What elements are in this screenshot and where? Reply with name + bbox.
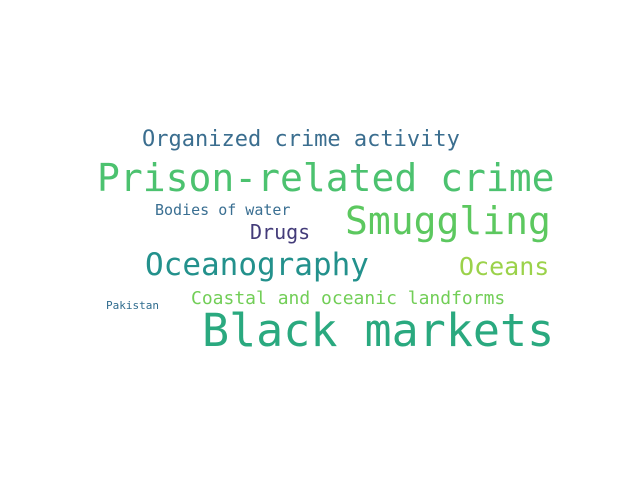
word-drugs: Drugs (250, 220, 311, 244)
word-pakistan: Pakistan (106, 299, 159, 312)
word-oceans: Oceans (459, 252, 550, 281)
word-prison-related-crime: Prison-related crime (97, 156, 555, 200)
word-coastal-and-oceanic-landforms: Coastal and oceanic landforms (191, 288, 506, 309)
word-smuggling: Smuggling (345, 199, 551, 243)
word-black-markets: Black markets (202, 304, 555, 357)
word-bodies-of-water: Bodies of water (155, 201, 291, 219)
word-organized-crime-activity: Organized crime activity (142, 127, 460, 152)
word-oceanography: Oceanography (145, 247, 369, 283)
